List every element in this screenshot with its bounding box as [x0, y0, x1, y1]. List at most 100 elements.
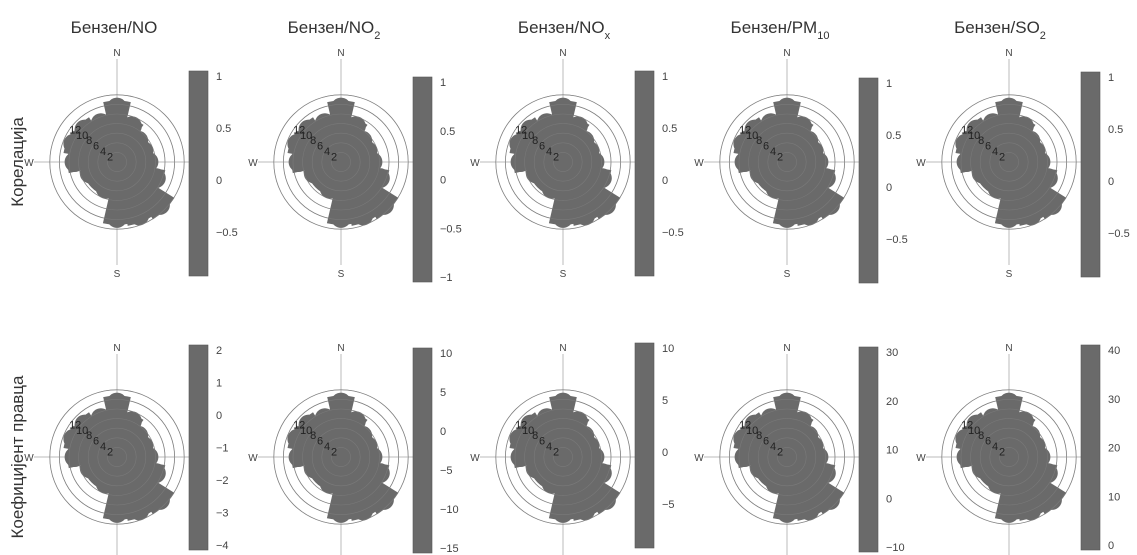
rose-bump — [373, 194, 394, 215]
rose-bump — [74, 414, 95, 435]
rose-bump — [777, 207, 797, 228]
rose-core — [305, 421, 377, 493]
radial-ring-overlay — [273, 94, 409, 230]
rose-bump — [999, 97, 1019, 118]
radial-label: 4 — [324, 146, 330, 158]
radial-ring-overlay — [999, 447, 1019, 467]
colorbar-tick: 0 — [216, 410, 222, 422]
radial-ring-overlay — [757, 427, 817, 487]
compass-label: S — [784, 269, 791, 280]
column-title: Бензен/PM10 — [731, 18, 830, 42]
radial-ring-overlay — [311, 427, 371, 487]
compass-label: S — [338, 269, 345, 280]
colorbar-tick: 1 — [216, 378, 222, 390]
rose-core — [81, 421, 153, 493]
colorbar-tick: 0.5 — [662, 123, 677, 135]
column-title: Бензен/NOx — [518, 18, 611, 42]
radial-ring-overlay — [960, 113, 1058, 211]
colorbar-tick: −5 — [440, 465, 453, 477]
rose-bump — [373, 489, 394, 510]
colorbar-tick: −1 — [216, 443, 229, 455]
colorbar-tick: −2 — [216, 475, 229, 487]
rose-bump — [64, 152, 85, 172]
colorbar-tick: 1 — [440, 77, 446, 89]
colorbar — [858, 77, 879, 284]
compass-label: N — [783, 48, 790, 59]
radial-ring-overlay — [719, 389, 855, 525]
radial-label: 8 — [310, 430, 316, 442]
radial-ring-overlay — [292, 113, 390, 211]
radial-label: 10 — [522, 425, 534, 437]
radial-ring-overlay — [302, 123, 380, 201]
radial-label: 8 — [532, 430, 538, 442]
colorbar — [412, 347, 433, 554]
radial-ring-overlay — [989, 437, 1029, 477]
radial-label: 10 — [746, 130, 758, 142]
radial-label: 10 — [76, 130, 88, 142]
radial-label: 4 — [324, 441, 330, 453]
radial-label: 12 — [293, 124, 305, 136]
radial-ring-overlay — [989, 142, 1029, 182]
rose-bump — [955, 428, 976, 449]
radial-label: 10 — [968, 425, 980, 437]
radial-label: 8 — [756, 135, 762, 147]
radial-label: 10 — [300, 130, 312, 142]
colorbar-tick: −0.5 — [1108, 228, 1130, 240]
colorbar-tick: 0.5 — [1108, 124, 1123, 136]
colorbar-tick: 0 — [1108, 540, 1114, 552]
rose-bump — [1041, 194, 1062, 215]
radial-ring-overlay — [777, 152, 797, 172]
rose-bump — [595, 194, 616, 215]
radial-label: 2 — [777, 447, 783, 459]
radial-label: 6 — [317, 141, 323, 153]
radial-label: 4 — [100, 441, 106, 453]
colorbar — [412, 76, 433, 283]
rose-bump — [1041, 489, 1062, 510]
colorbar-tick: 0 — [440, 175, 446, 187]
rose-bump — [298, 414, 319, 435]
colorbar-tick: 10 — [440, 348, 452, 360]
colorbar-tick: 10 — [1108, 491, 1120, 503]
colorbar-tick: −0.5 — [216, 227, 238, 239]
colorbar-tick: 1 — [216, 71, 222, 83]
colorbar — [1080, 71, 1101, 278]
rose-bump — [595, 489, 616, 510]
compass-label: S — [560, 269, 567, 280]
radial-label: 4 — [992, 146, 998, 158]
rose-bump — [107, 97, 127, 118]
radial-ring-overlay — [757, 132, 817, 192]
colorbar-tick: 20 — [1108, 443, 1120, 455]
compass-label: W — [248, 158, 258, 169]
radial-label: 12 — [515, 124, 527, 136]
colorbar — [634, 70, 655, 277]
radial-ring-overlay — [68, 408, 166, 506]
radial-ring-overlay — [311, 132, 371, 192]
rose-bump — [107, 207, 127, 228]
colorbar-tick: −0.5 — [886, 234, 908, 246]
radial-label: 2 — [553, 152, 559, 164]
radial-label: 6 — [985, 436, 991, 448]
radial-ring-overlay — [331, 447, 351, 467]
rose-bump — [331, 207, 351, 228]
compass-label: N — [113, 48, 120, 59]
radial-label: 12 — [739, 124, 751, 136]
rose-bump — [744, 414, 765, 435]
rose-bump — [999, 392, 1019, 413]
radial-ring-overlay — [543, 437, 583, 477]
compass-label: N — [559, 343, 566, 354]
radial-ring-overlay — [505, 104, 621, 220]
polar-panel: 12108642NSEW10.50−0.5 — [694, 48, 908, 284]
radial-ring-overlay — [283, 399, 399, 515]
polar-panel: 12108642NSEW403020100 — [916, 343, 1120, 555]
rose-bump — [510, 447, 531, 467]
colorbar — [188, 344, 209, 551]
radial-ring-overlay — [777, 447, 797, 467]
radial-label: 6 — [763, 436, 769, 448]
compass-label: W — [24, 453, 34, 464]
polar-panel: 12108642NSEW10.50−0.5 — [470, 48, 683, 280]
radial-ring-overlay — [59, 104, 175, 220]
rose-bump — [74, 119, 95, 140]
rose-bump — [331, 502, 351, 523]
radial-ring-overlay — [49, 94, 185, 230]
